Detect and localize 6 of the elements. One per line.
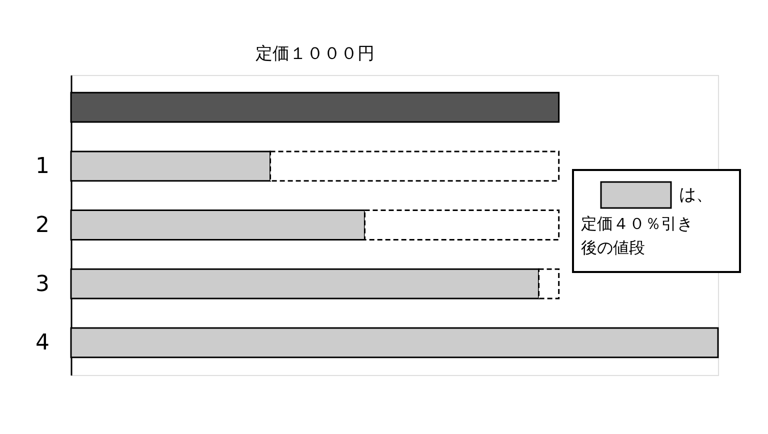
y-tick-label: 3 [36, 272, 50, 297]
y-tick-label: 2 [36, 213, 50, 238]
y-tick-label: 1 [36, 154, 50, 180]
y-tick-label: 4 [36, 330, 50, 356]
legend-label: は、定価４０％引き後の値段 [581, 185, 713, 257]
text: 定価１０００円 [255, 44, 374, 64]
